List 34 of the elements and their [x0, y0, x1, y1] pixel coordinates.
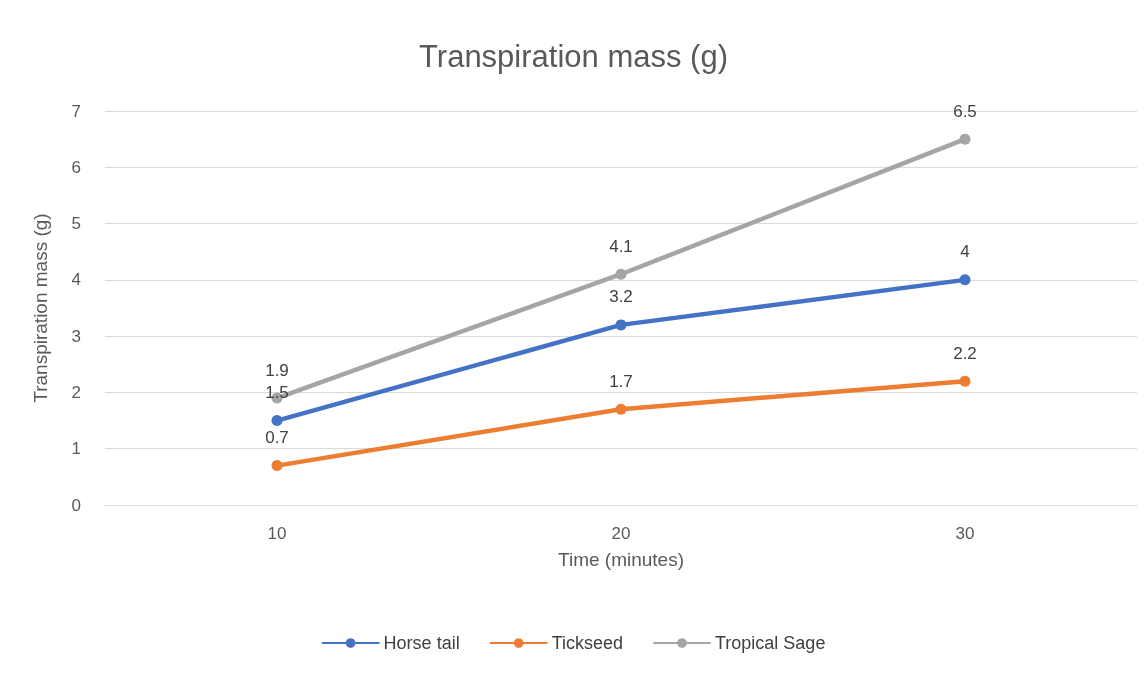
data-label: 1.7 [609, 371, 633, 391]
y-tick-label: 5 [71, 214, 81, 234]
y-tick-label: 4 [71, 270, 81, 290]
chart-title: Transpiration mass (g) [419, 39, 728, 74]
data-label: 0.7 [265, 428, 289, 448]
x-axis-title: Time (minutes) [558, 549, 684, 570]
data-label: 4.1 [609, 236, 633, 256]
legend-label: Tropical Sage [715, 633, 826, 653]
point [959, 375, 971, 387]
y-tick-label: 0 [71, 495, 81, 515]
y-tick-label: 2 [71, 382, 81, 402]
point [615, 403, 627, 415]
y-tick-label: 1 [71, 439, 81, 459]
data-label: 2.2 [953, 343, 977, 363]
point [271, 460, 283, 472]
data-label: 1.9 [265, 360, 289, 380]
y-tick-label: 3 [71, 326, 81, 346]
data-label: 4 [960, 242, 970, 262]
point [959, 133, 971, 145]
data-label: 1.5 [265, 383, 289, 403]
y-tick-label: 6 [71, 157, 81, 177]
point [959, 274, 971, 286]
data-label: 3.2 [609, 287, 633, 307]
legend-label: Tickseed [551, 633, 623, 653]
x-tick-label: 20 [611, 524, 631, 543]
point [271, 415, 283, 427]
x-tick-label: 30 [955, 524, 975, 543]
x-tick-label: 10 [267, 524, 287, 543]
point [615, 268, 627, 280]
y-axis-title: Transpiration mass (g) [30, 213, 51, 403]
data-label: 6.5 [953, 101, 977, 121]
point [615, 319, 627, 331]
legend-label: Horse tail [383, 633, 460, 653]
y-tick-label: 7 [71, 101, 81, 121]
